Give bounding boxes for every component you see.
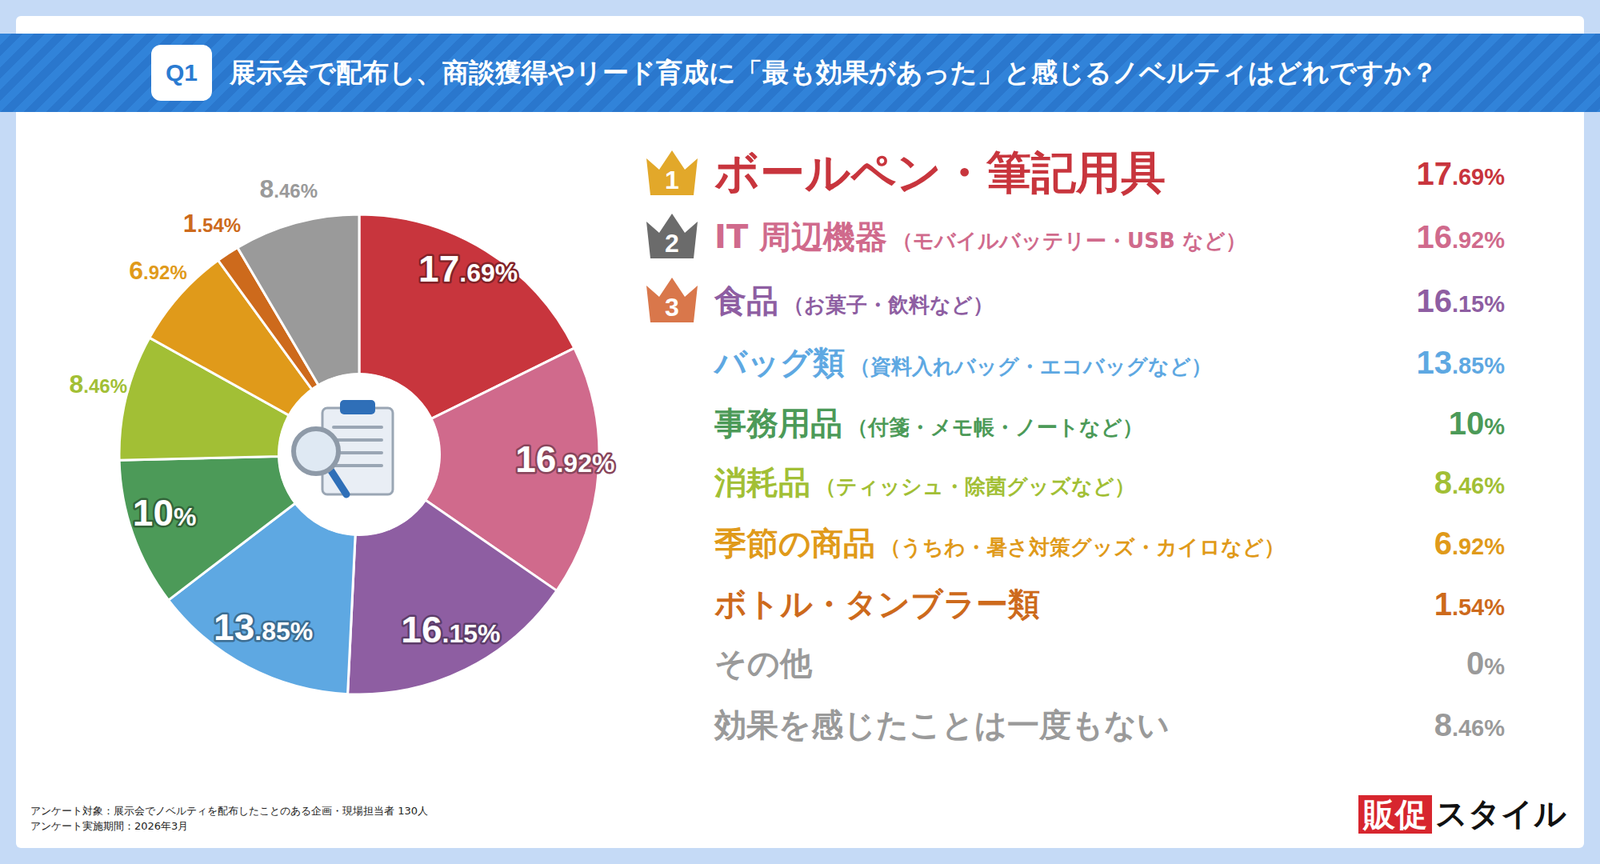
svg-text:6.92%: 6.92% — [128, 256, 188, 285]
html-text:消耗品（ティッシュ・除菌グッズなど）: 消耗品（ティッシュ・除菌グッズなど） — [714, 463, 1136, 501]
html-text:販促 スタイル: 販促 スタイル — [1363, 795, 1567, 833]
html-text:8.46%: 8.46% — [1434, 706, 1505, 742]
html-text:事務用品（付箋・メモ帳・ノートなど）: 事務用品（付箋・メモ帳・ノートなど） — [714, 404, 1144, 442]
html-text:10%: 10% — [1448, 405, 1505, 441]
html-text:17.69%: 17.69% — [1416, 155, 1505, 191]
svg-text:1: 1 — [664, 165, 680, 195]
html-text:16.15%: 16.15% — [1416, 282, 1505, 318]
html-text:16.92%: 16.92% — [1416, 218, 1505, 254]
html-text:1.54%: 1.54% — [1434, 586, 1505, 622]
html-text:0%: 0% — [1466, 645, 1505, 681]
svg-text:2: 2 — [664, 228, 680, 258]
html-text:IT 周辺機器（モバイルバッテリー・USB など）: IT 周辺機器（モバイルバッテリー・USB など） — [714, 218, 1247, 255]
svg-text:8.46%: 8.46% — [69, 369, 128, 399]
html-text:効果を感じたことは一度もない: 効果を感じたことは一度もない — [714, 706, 1170, 743]
svg-text:16.92%: 16.92% — [515, 438, 615, 480]
html-text:アンケート対象：展示会でノベルティを配布したことのある企画・: アンケート対象：展示会でノベルティを配布したことのある企画・現場担当者 130人 — [30, 804, 428, 817]
html-text:展示会で配布し、商談獲得やリード育成に「最も効果があった」と: 展示会で配布し、商談獲得やリード育成に「最も効果があった」と感じるノベルティはど… — [229, 56, 1438, 88]
html-text:8.46%: 8.46% — [1434, 464, 1505, 500]
html-text:バッグ類（資料入れバッグ・エコバッグなど）: バッグ類（資料入れバッグ・エコバッグなど） — [714, 343, 1212, 381]
svg-text:13.85%: 13.85% — [213, 606, 313, 648]
html-text:ボールペン・筆記用具: ボールペン・筆記用具 — [714, 146, 1166, 199]
svg-text:17.69%: 17.69% — [418, 248, 518, 290]
html-text:季節の商品（うちわ・暑さ対策グッズ・カイロなど）: 季節の商品（うちわ・暑さ対策グッズ・カイロなど） — [714, 524, 1285, 562]
svg-text:1.54%: 1.54% — [183, 208, 242, 238]
svg-text:10%: 10% — [132, 492, 197, 534]
html-text:アンケート実施期間：2026年3月: アンケート実施期間：2026年3月 — [30, 820, 189, 832]
html-text:ボトル・タンブラー類: ボトル・タンブラー類 — [714, 585, 1040, 622]
html-text:その他: その他 — [714, 644, 812, 682]
html-text:Q1: Q1 — [165, 59, 198, 86]
html-text:6.92%: 6.92% — [1434, 525, 1505, 561]
html-text:食品（お菓子・飲料など）: 食品（お菓子・飲料など） — [714, 282, 994, 319]
svg-text:3: 3 — [664, 292, 680, 322]
html-text:13.85%: 13.85% — [1416, 344, 1505, 380]
svg-text:16.15%: 16.15% — [400, 608, 500, 651]
svg-text:8.46%: 8.46% — [259, 174, 318, 204]
